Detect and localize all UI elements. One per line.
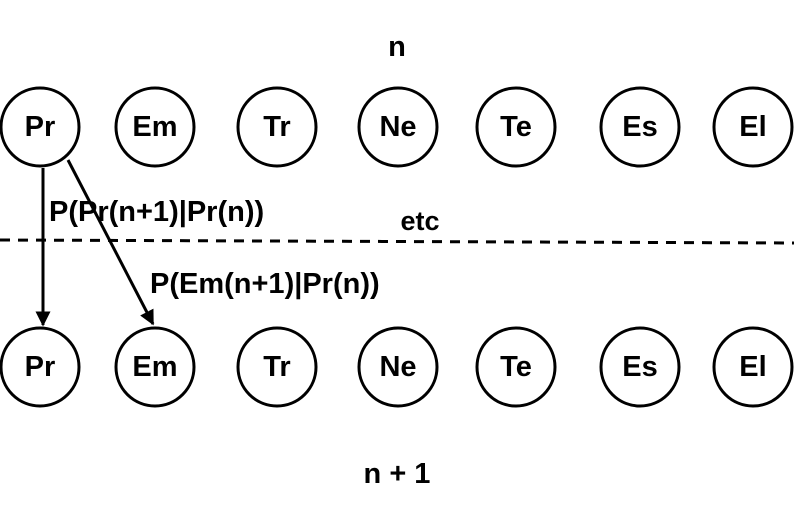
divider-label: etc (400, 206, 439, 236)
edge-label-pr-to-em: P(Em(n+1)|Pr(n)) (150, 268, 380, 300)
node-label: Te (500, 351, 532, 383)
node-label: Te (500, 111, 532, 143)
node-label: Pr (25, 111, 56, 143)
node-label: Em (132, 111, 177, 143)
edge-label-pr-to-pr: P(Pr(n+1)|Pr(n)) (49, 196, 264, 228)
bottom-node-es: Es (599, 326, 681, 408)
top-node-em: Em (114, 86, 196, 168)
bottom-row-label: n + 1 (364, 458, 431, 490)
node-label: Tr (263, 351, 290, 383)
bottom-node-em: Em (114, 326, 196, 408)
top-node-row: Pr Em Tr Ne Te Es El (0, 86, 794, 168)
top-node-ne: Ne (357, 86, 439, 168)
bottom-node-el: El (712, 326, 794, 408)
top-node-el: El (712, 86, 794, 168)
bottom-node-row: Pr Em Tr Ne Te Es El (0, 326, 794, 408)
node-label: Ne (379, 351, 416, 383)
node-label: Em (132, 351, 177, 383)
dashed-divider (0, 238, 794, 245)
bottom-node-tr: Tr (236, 326, 318, 408)
node-label: Tr (263, 111, 290, 143)
node-label: Ne (379, 111, 416, 143)
top-node-es: Es (599, 86, 681, 168)
bottom-node-ne: Ne (357, 326, 439, 408)
top-node-te: Te (475, 86, 557, 168)
bottom-node-te: Te (475, 326, 557, 408)
top-row-label: n (388, 31, 406, 63)
top-node-pr: Pr (0, 86, 81, 168)
node-label: El (739, 351, 766, 383)
node-label: El (739, 111, 766, 143)
edge-pr-to-em-arrow (66, 159, 155, 326)
node-label: Es (622, 351, 657, 383)
node-label: Pr (25, 351, 56, 383)
top-node-tr: Tr (236, 86, 318, 168)
bottom-node-pr: Pr (0, 326, 81, 408)
node-label: Es (622, 111, 657, 143)
